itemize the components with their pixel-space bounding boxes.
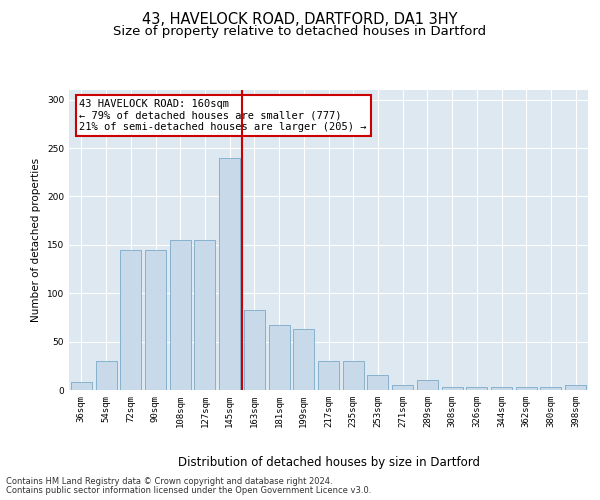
Bar (565, 385, 586, 390)
Y-axis label: Number of detached properties: Number of detached properties (31, 158, 41, 322)
Bar (269, 325, 290, 390)
Bar (466, 387, 487, 390)
Bar (392, 385, 413, 390)
Bar (293, 329, 314, 390)
Bar (318, 361, 339, 390)
Text: Contains HM Land Registry data © Crown copyright and database right 2024.: Contains HM Land Registry data © Crown c… (6, 477, 332, 486)
Bar (71, 382, 92, 390)
Bar (491, 387, 512, 390)
Bar (516, 387, 537, 390)
Bar (145, 250, 166, 390)
Text: Contains public sector information licensed under the Open Government Licence v3: Contains public sector information licen… (6, 486, 371, 495)
Text: 43 HAVELOCK ROAD: 160sqm
← 79% of detached houses are smaller (777)
21% of semi-: 43 HAVELOCK ROAD: 160sqm ← 79% of detach… (79, 99, 367, 132)
Bar (194, 240, 215, 390)
Bar (95, 361, 116, 390)
Bar (120, 250, 141, 390)
Bar (541, 387, 562, 390)
Text: Size of property relative to detached houses in Dartford: Size of property relative to detached ho… (113, 25, 487, 38)
Bar (442, 387, 463, 390)
Bar (244, 310, 265, 390)
Text: 43, HAVELOCK ROAD, DARTFORD, DA1 3HY: 43, HAVELOCK ROAD, DARTFORD, DA1 3HY (142, 12, 458, 28)
Bar (367, 376, 388, 390)
Bar (219, 158, 240, 390)
Bar (343, 361, 364, 390)
Bar (170, 240, 191, 390)
Text: Distribution of detached houses by size in Dartford: Distribution of detached houses by size … (178, 456, 480, 469)
Bar (417, 380, 438, 390)
